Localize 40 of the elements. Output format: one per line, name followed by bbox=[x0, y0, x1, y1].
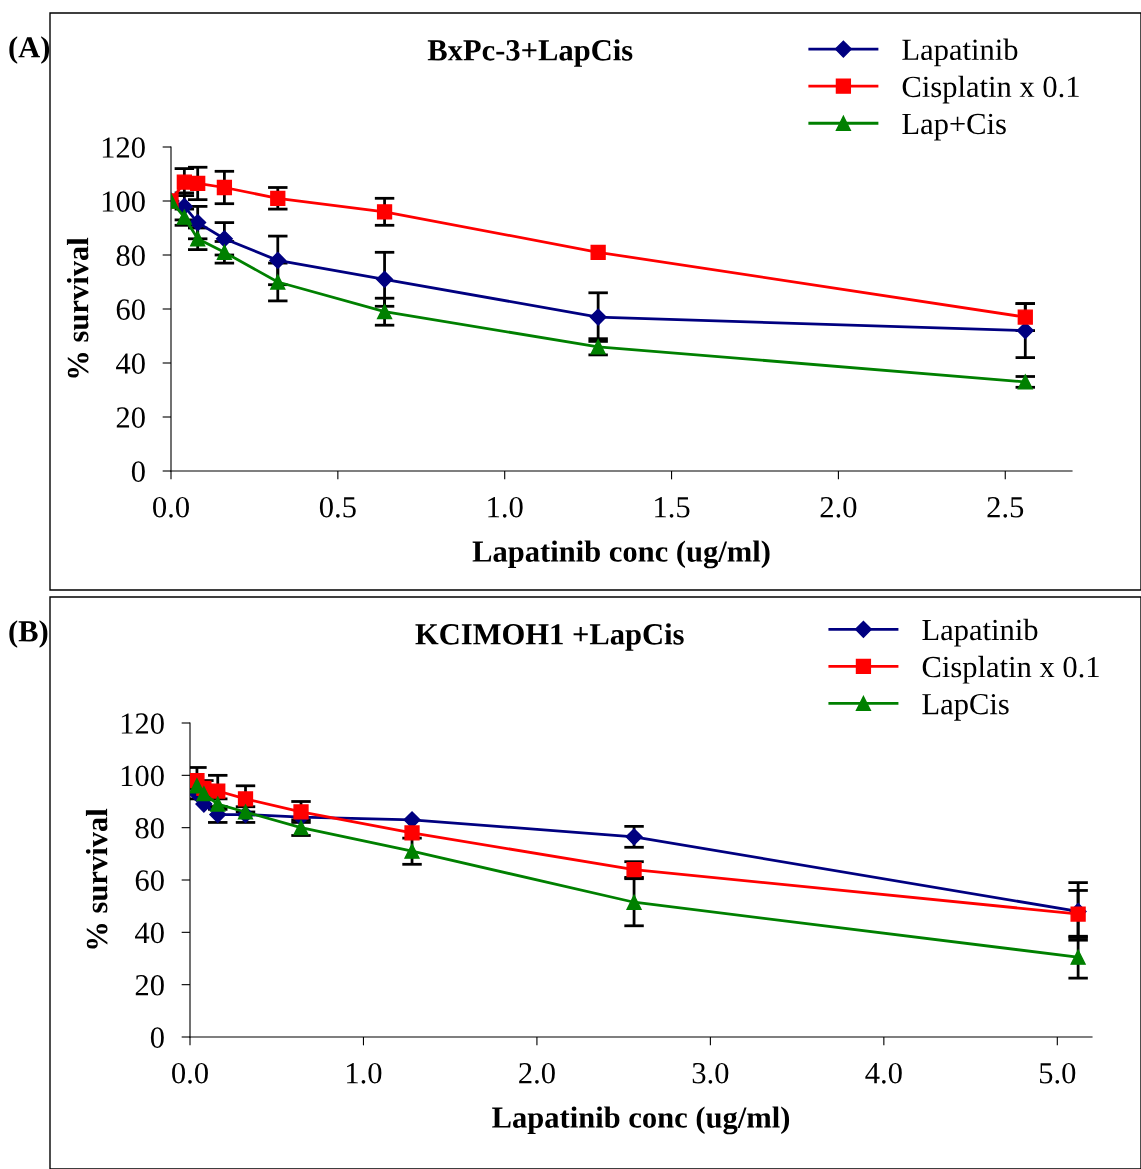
legend-label: Lapatinib bbox=[902, 38, 1018, 67]
y-tick-label: 100 bbox=[102, 191, 145, 212]
y-tick-label: 100 bbox=[121, 765, 164, 787]
y-tick-label: 20 bbox=[135, 974, 164, 996]
y-tick-label: 80 bbox=[116, 245, 145, 266]
x-tick-label: 2.5 bbox=[987, 496, 1024, 518]
x-tick-label: 0.0 bbox=[172, 1062, 208, 1084]
y-tick-label: 80 bbox=[135, 817, 164, 839]
x-tick-label: 1.0 bbox=[347, 1062, 382, 1084]
chart-title: BxPc-3+LapCis bbox=[427, 39, 633, 67]
y-tick-label: 120 bbox=[102, 137, 145, 158]
y-tick-label: 120 bbox=[121, 713, 164, 734]
y-tick-label: 20 bbox=[116, 407, 145, 428]
legend-label: LapCis bbox=[922, 693, 1009, 721]
chart-title: KCIMOH1 +LapCis bbox=[415, 623, 684, 651]
y-tick-label: 40 bbox=[116, 353, 145, 374]
y-axis-title: % survival bbox=[66, 237, 89, 378]
x-tick-label: 4.0 bbox=[865, 1062, 902, 1084]
x-tick-label: 2.0 bbox=[519, 1062, 555, 1084]
x-tick-label: 5.0 bbox=[1039, 1062, 1076, 1084]
legend-label: Cisplatin x 0.1 bbox=[902, 75, 1079, 104]
legend-label: Cisplatin x 0.1 bbox=[922, 655, 1099, 684]
text: (B) bbox=[9, 620, 48, 648]
y-tick-label: 0 bbox=[131, 461, 145, 482]
x-tick-label: 1.5 bbox=[655, 497, 690, 518]
x-tick-label: 0.5 bbox=[319, 496, 356, 518]
x-tick-label: 2.0 bbox=[820, 496, 857, 518]
text: (A) bbox=[9, 36, 50, 64]
x-axis-title: Lapatinib conc (ug/ml) bbox=[492, 1106, 790, 1135]
y-axis-title: % survival bbox=[85, 808, 108, 949]
x-tick-label: 0.0 bbox=[153, 496, 189, 518]
legend-label: Lap+Cis bbox=[902, 113, 1006, 141]
y-tick-label: 40 bbox=[135, 922, 164, 944]
y-tick-label: 0 bbox=[150, 1027, 164, 1048]
legend-label: Lapatinib bbox=[922, 618, 1038, 647]
x-tick-label: 1.0 bbox=[488, 496, 523, 518]
y-tick-label: 60 bbox=[116, 299, 145, 320]
x-tick-label: 3.0 bbox=[692, 1062, 729, 1084]
y-tick-label: 60 bbox=[135, 870, 164, 891]
x-axis-title: Lapatinib conc (ug/ml) bbox=[472, 540, 770, 569]
